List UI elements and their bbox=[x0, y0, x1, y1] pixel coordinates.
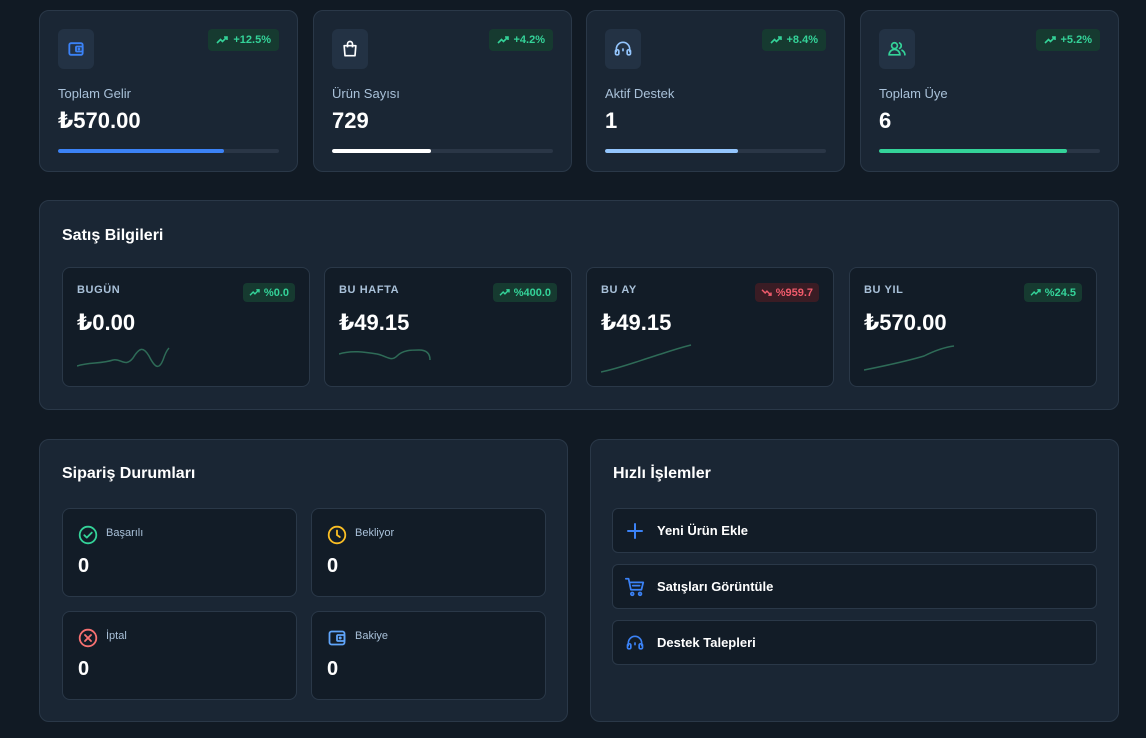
stat-card-members: +5.2% Toplam Üye 6 bbox=[860, 10, 1119, 172]
section-title: Satış Bilgileri bbox=[62, 227, 164, 244]
trend-up-icon bbox=[1030, 289, 1041, 296]
stat-label: Aktif Destek bbox=[605, 86, 675, 101]
sales-amount: ₺49.15 bbox=[601, 310, 672, 335]
status-label: Bekliyor bbox=[355, 527, 395, 539]
progress-bar bbox=[879, 149, 1100, 153]
trend-badge: +5.2% bbox=[1035, 29, 1100, 51]
stat-label: Ürün Sayısı bbox=[332, 86, 400, 101]
stat-card-support: +8.4% Aktif Destek 1 bbox=[586, 10, 845, 172]
status-label: İptal bbox=[106, 630, 127, 642]
trend-up-icon bbox=[499, 289, 510, 296]
status-value: 0 bbox=[78, 658, 90, 680]
sales-card-year: BU YIL %24.5 ₺570.00 bbox=[849, 267, 1097, 387]
wallet-icon bbox=[58, 29, 94, 69]
x-circle-icon bbox=[78, 628, 98, 648]
action-label: Satışları Görüntüle bbox=[657, 579, 774, 594]
status-value: 0 bbox=[327, 555, 339, 577]
sparkline bbox=[864, 345, 955, 371]
sales-amount: ₺570.00 bbox=[864, 310, 947, 335]
trend-badge: +12.5% bbox=[208, 29, 279, 51]
stat-value: 6 bbox=[879, 108, 892, 133]
stat-label: Toplam Üye bbox=[879, 86, 948, 101]
change-badge: %24.5 bbox=[1023, 283, 1082, 302]
progress-fill bbox=[58, 149, 224, 153]
add-product-button[interactable]: Yeni Ürün Ekle bbox=[612, 508, 1097, 553]
sales-period: BU AY bbox=[601, 284, 637, 296]
status-tile-pending: Bekliyor 0 bbox=[311, 508, 546, 597]
stat-value: 729 bbox=[332, 108, 369, 133]
stat-card-products: +4.2% Ürün Sayısı 729 bbox=[313, 10, 572, 172]
stat-value: 1 bbox=[605, 108, 618, 133]
headset-icon bbox=[624, 632, 646, 654]
section-title: Hızlı İşlemler bbox=[613, 465, 711, 482]
trend-badge: +4.2% bbox=[488, 29, 553, 51]
stat-card-revenue: +12.5% Toplam Gelir ₺570.00 bbox=[39, 10, 298, 172]
status-tile-cancelled: İptal 0 bbox=[62, 611, 297, 700]
sales-period: BU YIL bbox=[864, 284, 904, 296]
progress-bar bbox=[58, 149, 279, 153]
trend-up-icon bbox=[769, 36, 782, 44]
trend-up-icon bbox=[496, 36, 509, 44]
trend-badge: +8.4% bbox=[761, 29, 826, 51]
progress-fill bbox=[332, 149, 432, 153]
progress-fill bbox=[879, 149, 1067, 153]
support-tickets-button[interactable]: Destek Talepleri bbox=[612, 620, 1097, 665]
progress-fill bbox=[605, 149, 738, 153]
clock-icon bbox=[327, 525, 347, 545]
view-sales-button[interactable]: Satışları Görüntüle bbox=[612, 564, 1097, 609]
wallet-icon bbox=[328, 630, 346, 646]
plus-icon bbox=[624, 520, 646, 542]
sales-card-week: BU HAFTA %400.0 ₺49.15 bbox=[324, 267, 572, 387]
status-label: Başarılı bbox=[106, 527, 144, 539]
cart-icon bbox=[624, 576, 646, 598]
progress-bar bbox=[332, 149, 553, 153]
sales-panel: Satış Bilgileri BUGÜN %0.0 ₺0.00 BU HAFT… bbox=[39, 200, 1119, 410]
section-title: Sipariş Durumları bbox=[62, 465, 196, 482]
shopping-bag-icon bbox=[332, 29, 368, 69]
sparkline bbox=[601, 344, 692, 373]
quick-actions-panel: Hızlı İşlemler Yeni Ürün Ekle Satışları … bbox=[590, 439, 1119, 722]
check-circle-icon bbox=[78, 525, 98, 545]
stat-label: Toplam Gelir bbox=[58, 86, 131, 101]
sparkline bbox=[77, 347, 170, 368]
trend-up-icon bbox=[1043, 36, 1056, 44]
status-label: Bakiye bbox=[355, 630, 389, 642]
trend-down-icon bbox=[761, 289, 772, 296]
order-status-panel: Sipariş Durumları Başarılı 0 Bekliyor 0 … bbox=[39, 439, 568, 722]
users-icon bbox=[879, 29, 915, 69]
change-badge: %0.0 bbox=[242, 283, 295, 302]
sales-period: BU HAFTA bbox=[339, 284, 400, 296]
progress-bar bbox=[605, 149, 826, 153]
sales-period: BUGÜN bbox=[77, 284, 121, 296]
trend-up-icon bbox=[216, 36, 229, 44]
status-value: 0 bbox=[327, 658, 339, 680]
sales-card-today: BUGÜN %0.0 ₺0.00 bbox=[62, 267, 310, 387]
sales-amount: ₺0.00 bbox=[77, 310, 136, 335]
status-tile-balance: Bakiye 0 bbox=[311, 611, 546, 700]
sparkline bbox=[339, 349, 431, 361]
trend-up-icon bbox=[249, 289, 260, 296]
sales-card-month: BU AY %959.7 ₺49.15 bbox=[586, 267, 834, 387]
action-label: Destek Talepleri bbox=[657, 635, 756, 650]
stat-value: ₺570.00 bbox=[58, 108, 141, 133]
change-badge: %400.0 bbox=[492, 283, 557, 302]
action-label: Yeni Ürün Ekle bbox=[657, 523, 749, 538]
headset-icon bbox=[605, 29, 641, 69]
change-badge: %959.7 bbox=[754, 283, 819, 302]
sales-amount: ₺49.15 bbox=[339, 310, 410, 335]
status-value: 0 bbox=[78, 555, 90, 577]
status-tile-success: Başarılı 0 bbox=[62, 508, 297, 597]
